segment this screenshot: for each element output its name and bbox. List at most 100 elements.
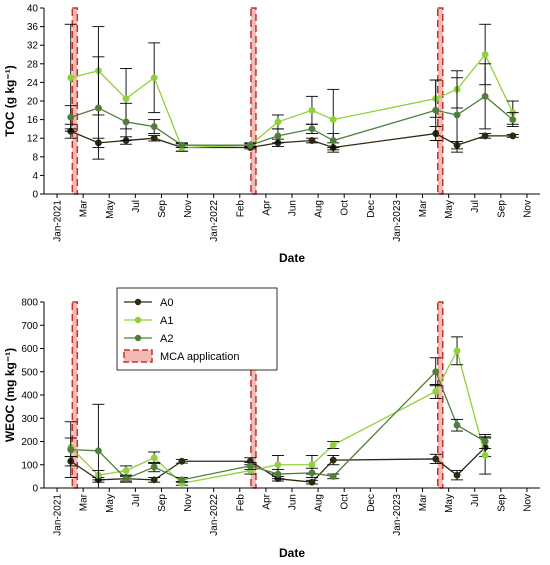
data-point xyxy=(453,471,461,479)
data-point xyxy=(67,446,75,454)
x-tick-label: Sep xyxy=(157,494,168,512)
data-point xyxy=(481,452,489,459)
y-tick-label: 500 xyxy=(21,367,38,378)
x-tick-label: Nov xyxy=(522,494,533,512)
series-line xyxy=(70,95,514,146)
x-tick-label: Feb xyxy=(235,200,246,218)
legend-label-a1: A1 xyxy=(160,315,173,327)
data-point xyxy=(94,447,102,455)
data-point xyxy=(329,472,337,480)
y-tick-label: 24 xyxy=(27,78,39,89)
x-tick-label: Mar xyxy=(79,493,90,511)
legend-label-mca: MCA application xyxy=(160,351,240,363)
data-point xyxy=(509,132,517,140)
data-point xyxy=(509,116,517,124)
x-tick-label: Oct xyxy=(340,200,351,216)
data-point xyxy=(274,118,282,126)
data-point xyxy=(178,476,186,484)
data-point xyxy=(150,476,158,484)
data-point xyxy=(308,461,316,469)
data-point xyxy=(67,74,75,82)
data-point xyxy=(432,388,440,395)
x-tick-label: Jan-2022 xyxy=(209,200,220,242)
data-point xyxy=(150,463,158,471)
data-point xyxy=(329,441,337,449)
data-point xyxy=(122,95,130,103)
data-point xyxy=(432,106,440,114)
x-tick-label: Jul xyxy=(470,494,481,507)
y-axis-title: WEOC (mg kg⁻¹) xyxy=(3,348,17,442)
data-point xyxy=(150,74,158,82)
x-tick-label: Jan-2023 xyxy=(392,494,403,536)
y-tick-label: 600 xyxy=(21,344,38,355)
mca-band xyxy=(71,7,79,195)
y-tick-label: 200 xyxy=(21,437,38,448)
y-tick-label: 16 xyxy=(27,115,39,126)
data-point xyxy=(453,111,461,119)
x-tick-label: Jul xyxy=(470,200,481,213)
data-point xyxy=(122,467,130,475)
data-point xyxy=(178,457,186,465)
x-tick-label: Feb xyxy=(235,494,246,512)
x-tick-label: Jan-2022 xyxy=(209,494,220,536)
series-a1 xyxy=(64,336,492,487)
data-point xyxy=(308,137,316,144)
y-tick-label: 12 xyxy=(27,134,39,145)
y-tick-label: 0 xyxy=(32,484,38,495)
x-tick-label: May xyxy=(105,200,116,219)
series-a0 xyxy=(64,123,519,153)
x-tick-label: Apr xyxy=(261,199,272,215)
series-line xyxy=(70,370,486,481)
panel-weoc: 0 100 200 300 400 500 600 700 800 Jan-2021 Mar May J… xyxy=(3,298,540,560)
x-axis-title: Date xyxy=(279,251,305,265)
data-point xyxy=(308,478,316,486)
x-tick-label: Mar xyxy=(79,199,90,217)
y-tick-label: 20 xyxy=(27,97,39,108)
y-tick-label: 0 xyxy=(32,190,38,201)
legend-label-a2: A2 xyxy=(160,333,173,345)
data-point xyxy=(481,92,489,100)
x-tick-label: Aug xyxy=(314,200,325,218)
x-tick-label: Nov xyxy=(183,494,194,512)
x-tick-label: Dec xyxy=(366,494,377,512)
y-tick-label: 4 xyxy=(32,171,38,182)
data-point xyxy=(481,438,489,445)
data-point xyxy=(274,461,282,469)
y-tick-label: 800 xyxy=(21,298,38,309)
x-tick-label: Jun xyxy=(288,494,299,510)
x-tick-label: May xyxy=(444,494,455,513)
data-point xyxy=(274,132,282,140)
mca-band xyxy=(250,7,257,195)
data-point xyxy=(246,141,254,149)
x-tick-label: Sep xyxy=(496,494,507,512)
x-tick-label: May xyxy=(105,494,116,513)
y-tick-label: 100 xyxy=(21,460,38,471)
x-tick-label: Sep xyxy=(157,200,168,218)
data-point xyxy=(67,113,75,121)
y-tick-label: 40 xyxy=(27,4,39,15)
data-point xyxy=(329,137,337,144)
legend: A0 A1 A2 MCA application xyxy=(116,287,278,371)
data-point xyxy=(122,118,130,126)
series-a1 xyxy=(64,23,519,152)
data-point xyxy=(329,116,337,124)
series-a2 xyxy=(64,56,519,160)
data-point xyxy=(246,462,254,470)
y-tick-label: 300 xyxy=(21,414,38,425)
legend-item-a2: A2 xyxy=(124,333,173,345)
data-point xyxy=(308,469,316,477)
data-point xyxy=(481,51,489,58)
x-tick-label: Jun xyxy=(288,200,299,216)
y-tick-label: 32 xyxy=(27,41,39,52)
data-point xyxy=(150,123,158,131)
x-tick-label: May xyxy=(444,200,455,219)
data-point xyxy=(178,141,186,149)
data-point xyxy=(329,456,337,464)
legend-label-a0: A0 xyxy=(160,297,173,309)
x-tick-label: Aug xyxy=(314,494,325,512)
data-point xyxy=(150,454,158,462)
data-point xyxy=(432,368,440,376)
x-tick-label: Nov xyxy=(522,200,533,218)
data-point xyxy=(122,475,130,483)
x-tick-label: Oct xyxy=(340,494,351,510)
